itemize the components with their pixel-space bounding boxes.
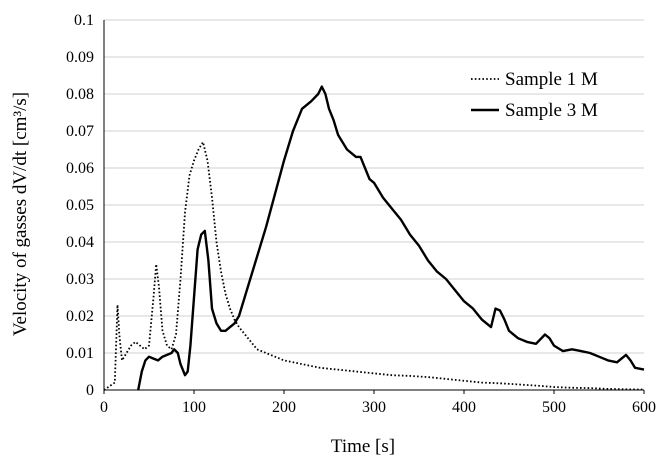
series-line-sample-3-m bbox=[137, 85, 645, 391]
y-tick-label: 0.04 bbox=[66, 234, 94, 251]
y-tick-label: 0.03 bbox=[66, 271, 94, 288]
x-tick-label: 100 bbox=[182, 399, 206, 416]
legend: Sample 1 M Sample 3 M bbox=[471, 69, 598, 121]
x-tick-label: 600 bbox=[632, 399, 656, 416]
y-tick-label: 0.08 bbox=[66, 86, 94, 103]
y-tick-label: 0.1 bbox=[74, 12, 94, 29]
y-tick-label: 0.05 bbox=[66, 197, 94, 214]
x-tick-label: 0 bbox=[100, 399, 108, 416]
y-tick-label: 0.02 bbox=[66, 308, 94, 325]
y-tick-label: 0.07 bbox=[66, 123, 94, 140]
x-axis-label: Time [s] bbox=[331, 436, 395, 457]
x-tick-label: 200 bbox=[272, 399, 296, 416]
y-tick-label: 0 bbox=[86, 382, 94, 399]
y-tick-label: 0.01 bbox=[66, 345, 94, 362]
legend-label-sample-3: Sample 3 M bbox=[505, 100, 598, 121]
y-tick-label: 0.09 bbox=[66, 49, 94, 66]
y-axis-ticks: 0 0.01 0.02 0.03 0.04 0.05 0.06 0.07 0.08 0.09 0.1 bbox=[66, 12, 94, 399]
series-group bbox=[103, 85, 645, 391]
y-axis-label: Velocity of gasses dV/dt [cm³/s] bbox=[10, 92, 31, 336]
grid-lines bbox=[104, 19, 644, 354]
x-axis-ticks: 0 100 200 300 400 500 600 bbox=[100, 390, 656, 416]
y-tick-label: 0.06 bbox=[66, 160, 94, 177]
legend-label-sample-1: Sample 1 M bbox=[505, 69, 598, 90]
x-tick-label: 400 bbox=[452, 399, 476, 416]
x-tick-label: 300 bbox=[362, 399, 386, 416]
x-tick-label: 500 bbox=[542, 399, 566, 416]
